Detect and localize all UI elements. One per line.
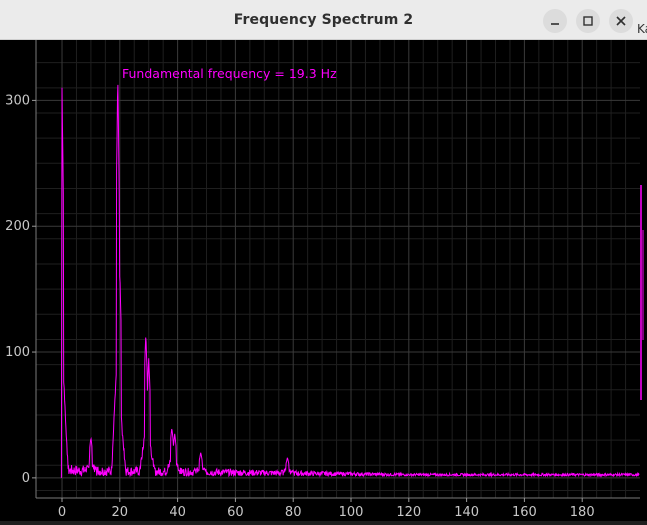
fundamental-frequency-label: Fundamental frequency = 19.3 Hz — [122, 66, 337, 81]
x-tick-label: 20 — [112, 505, 129, 520]
spectrum-chart[interactable]: 0 20 40 60 80 100 120 140 160 180 0 100 200 300 Funda… — [0, 40, 647, 521]
x-tick-label: 120 — [396, 505, 421, 520]
title-bar[interactable]: Frequency Spectrum 2 Ka — [0, 0, 647, 40]
maximize-icon[interactable] — [576, 9, 600, 33]
x-tick-label: 0 — [58, 505, 66, 520]
axes — [35, 40, 640, 499]
y-tick-label: 100 — [5, 345, 30, 360]
close-icon[interactable] — [609, 9, 633, 33]
x-tick-label: 40 — [169, 505, 186, 520]
window-title: Frequency Spectrum 2 — [233, 12, 414, 28]
y-tick-label: 200 — [5, 219, 30, 234]
spectrum-line — [60, 84, 640, 478]
minimize-glyph — [551, 23, 559, 25]
close-glyph — [616, 16, 626, 26]
x-tick-label: 60 — [227, 505, 244, 520]
y-tick-label: 300 — [5, 93, 30, 108]
tick-labels: 0 20 40 60 80 100 120 140 160 180 0 100 200 300 — [5, 93, 594, 520]
maximize-glyph — [583, 16, 593, 26]
x-tick-label: 180 — [570, 505, 595, 520]
x-tick-label: 80 — [285, 505, 302, 520]
grid-lines — [36, 40, 640, 498]
background-window-text: Ka — [637, 22, 647, 36]
minimize-icon[interactable] — [543, 9, 567, 33]
x-tick-label: 100 — [339, 505, 364, 520]
plot-area[interactable]: 0 20 40 60 80 100 120 140 160 180 0 100 200 300 Funda… — [0, 40, 647, 521]
y-tick-label: 0 — [22, 471, 30, 486]
x-tick-label: 140 — [454, 505, 479, 520]
right-edge-trace — [640, 185, 644, 400]
x-tick-label: 160 — [512, 505, 537, 520]
